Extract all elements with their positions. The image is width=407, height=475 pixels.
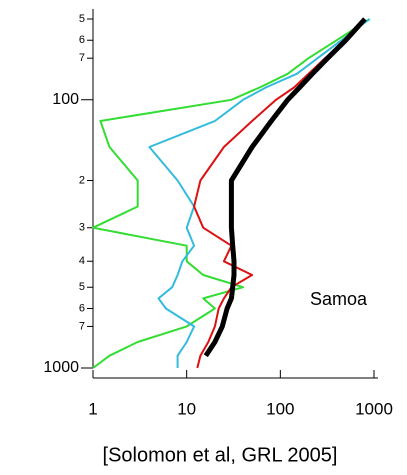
y-tick-label: 1000 [43,359,79,376]
y-tick-label: 7 [79,52,85,64]
y-tick-label: 7 [79,320,85,332]
profile-line [148,18,371,368]
y-tick-label: 5 [79,281,85,293]
profile-line [193,18,366,369]
x-tick-label: 1 [88,399,97,418]
x-tick-label: 10 [177,399,196,418]
caption: [Solomon et al, GRL 2005] [103,444,338,466]
x-tick-label: 100 [266,399,294,418]
y-tick-label: 3 [79,222,85,234]
profile-line [203,17,367,358]
profile-line [92,18,371,369]
y-tick-label: 100 [52,91,79,108]
y-tick-label: 2 [79,174,85,186]
y-tick-label: 6 [79,302,85,314]
annotation: Samoa [310,289,368,309]
y-tick-label: 4 [79,255,85,267]
y-tick-label: 6 [79,34,85,46]
x-tick-label: 1000 [355,399,393,418]
y-tick-label: 5 [79,13,85,25]
